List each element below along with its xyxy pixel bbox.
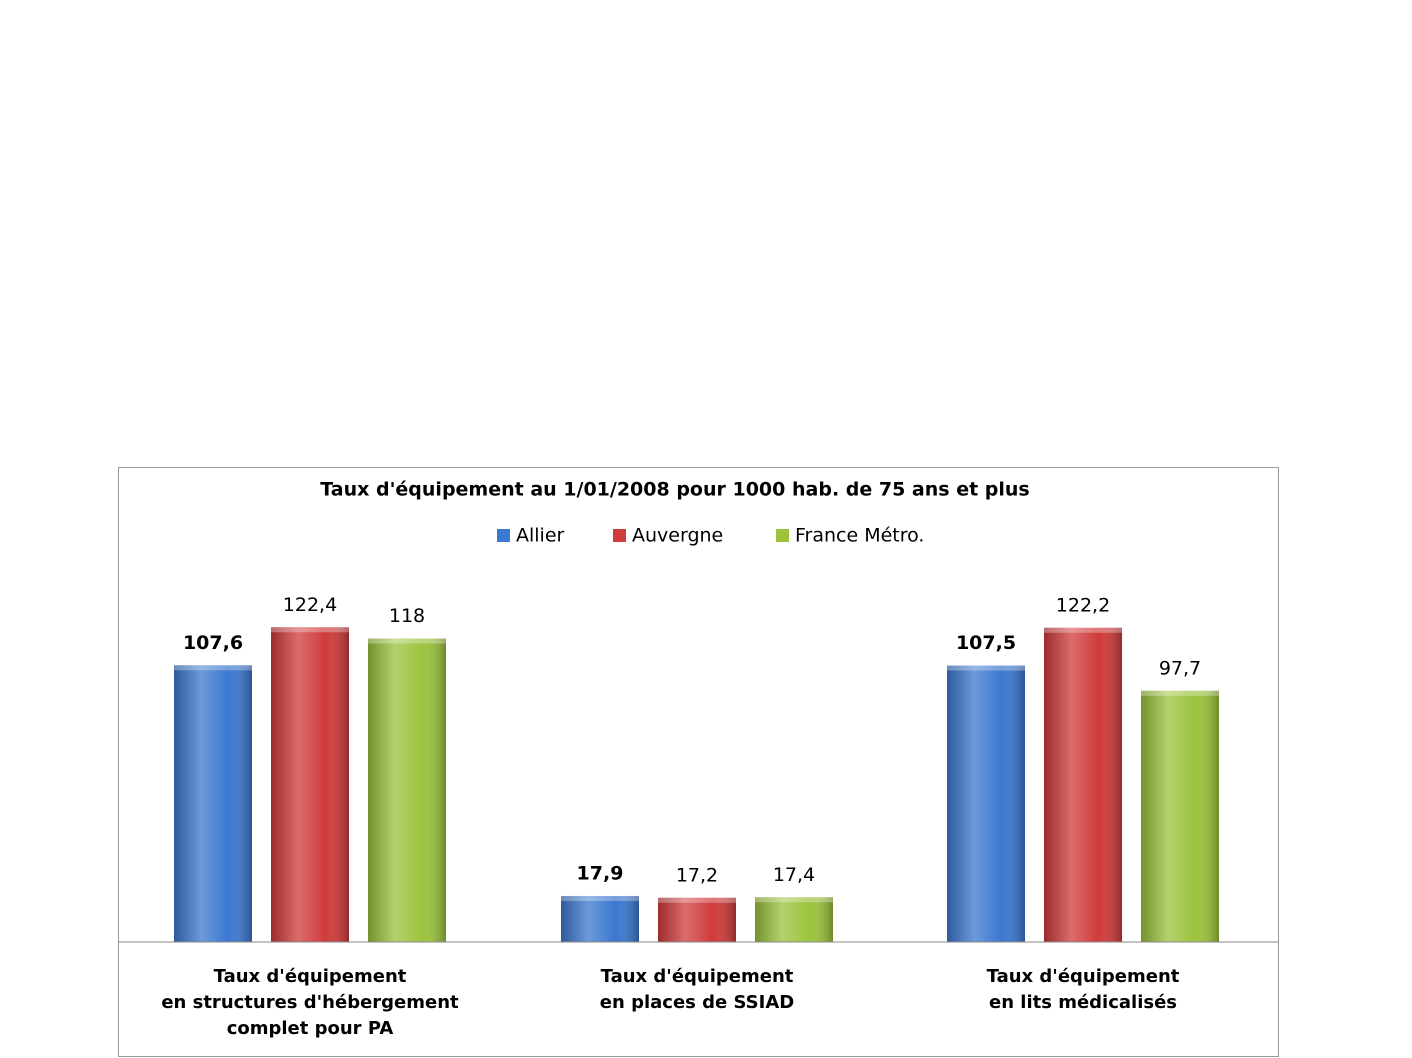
bar-cap	[271, 627, 349, 633]
value-label: 118	[389, 605, 425, 627]
bar-cap	[561, 895, 639, 901]
bar-cap	[658, 897, 736, 903]
value-label: 122,2	[1056, 594, 1110, 616]
value-label: 107,6	[183, 632, 243, 654]
bar-shade	[271, 627, 349, 942]
bar-shade	[658, 897, 736, 942]
bar-shade	[561, 895, 639, 942]
x-tick-label: Taux d'équipement	[987, 966, 1180, 987]
chart-title: Taux d'équipement au 1/01/2008 pour 1000…	[320, 479, 1029, 501]
value-label: 122,4	[283, 594, 337, 616]
bar-cap	[174, 665, 252, 671]
x-tick-label: en places de SSIAD	[600, 992, 794, 1013]
value-label: 107,5	[956, 632, 1016, 654]
x-tick-label: Taux d'équipement	[601, 966, 794, 987]
bar-shade	[1141, 690, 1219, 942]
bar-cap	[947, 665, 1025, 671]
value-label: 17,9	[577, 862, 624, 884]
legend-swatch	[497, 529, 510, 542]
bar-shade	[174, 665, 252, 942]
bar-cap	[1141, 690, 1219, 696]
legend-label: Allier	[516, 525, 565, 547]
value-label: 17,2	[676, 864, 718, 886]
legend-swatch	[776, 529, 789, 542]
legend-label: Auvergne	[632, 525, 723, 547]
legend-label: France Métro.	[795, 525, 924, 547]
bar-shade	[368, 638, 446, 942]
x-tick-label: Taux d'équipement	[214, 966, 407, 987]
x-tick-label: en lits médicalisés	[989, 992, 1177, 1013]
x-tick-label: complet pour PA	[227, 1018, 394, 1039]
bar-cap	[755, 897, 833, 903]
value-label: 97,7	[1159, 657, 1201, 679]
bar-shade	[1044, 627, 1122, 942]
x-tick-label: en structures d'hébergement	[161, 992, 459, 1013]
bar-shade	[755, 897, 833, 942]
legend-swatch	[613, 529, 626, 542]
bar-shade	[947, 665, 1025, 942]
bar-cap	[368, 638, 446, 644]
value-label: 17,4	[773, 864, 815, 886]
bar-cap	[1044, 627, 1122, 633]
